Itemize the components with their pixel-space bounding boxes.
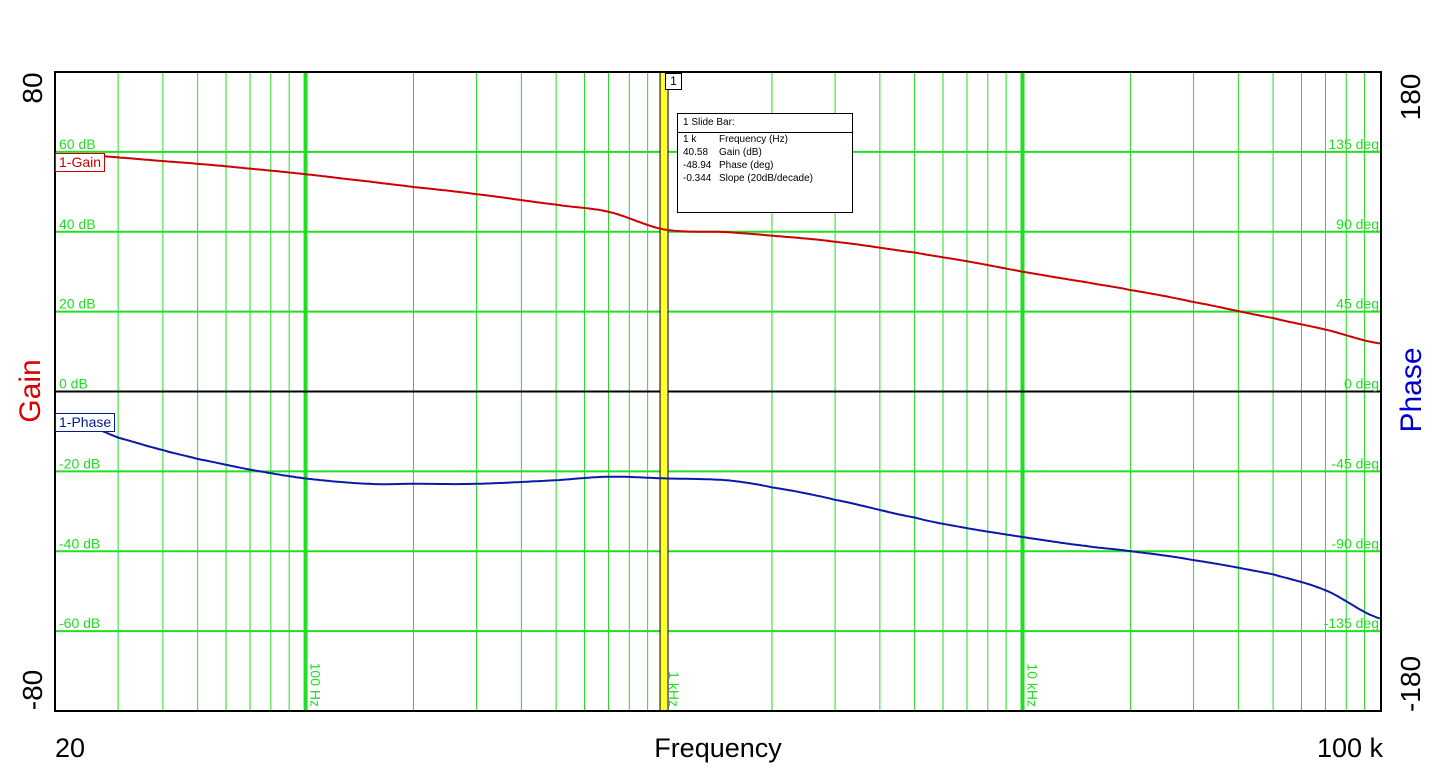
phase-point <box>412 482 415 485</box>
gain-point <box>196 162 199 165</box>
decade-label: 100 Hz <box>308 663 324 707</box>
phase-point <box>304 477 307 480</box>
phase-point <box>249 468 251 471</box>
phase-tick-label: 135 deg <box>1328 136 1379 152</box>
gain-point <box>607 210 610 213</box>
gain-tick-label: -20 dB <box>59 455 100 471</box>
phase-tick-label: 90 deg <box>1336 216 1379 232</box>
slide-bar-tag[interactable]: 1 <box>665 73 682 90</box>
gain-point <box>304 173 307 176</box>
phase-point <box>555 479 558 482</box>
series-layer <box>54 153 1382 620</box>
phase-tick-label: 45 deg <box>1336 296 1379 312</box>
gain-point <box>913 251 916 254</box>
gain-series-legend: 1-Gain <box>55 153 106 172</box>
gain-point <box>412 186 415 188</box>
phase-point <box>663 477 665 480</box>
gain-axis-label: Gain <box>14 359 47 422</box>
phase-point <box>913 516 916 519</box>
phase-point <box>161 449 164 452</box>
gain-point <box>771 234 773 237</box>
phase-tick-labels: 135 deg 90 deg 45 deg 0 deg -45 deg -90 deg -1… <box>1324 136 1379 631</box>
gain-point <box>1192 301 1195 303</box>
gain-tick-labels: 60 dB 40 dB 20 dB 0 dB -20 dB -40 dB -60 dB <box>59 136 100 631</box>
gain-point <box>367 180 370 183</box>
phase-point <box>726 479 729 482</box>
gain-axis-min: -80 <box>17 670 48 710</box>
phase-point <box>1272 573 1275 576</box>
readout-label: Slope (20dB/decade) <box>719 173 813 184</box>
phase-trace <box>54 422 1382 620</box>
phase-point <box>834 498 837 501</box>
x-axis-max: 100 k <box>1317 733 1384 763</box>
readout-label: Phase (deg) <box>719 160 774 171</box>
readout-row-gain: 40.58 Gain (dB) <box>678 146 852 159</box>
gain-point <box>1272 317 1275 319</box>
gain-tick-label: 40 dB <box>59 216 96 232</box>
gain-point <box>834 240 837 243</box>
x-axis-min: 20 <box>55 733 85 763</box>
phase-tick-label: 0 deg <box>1344 376 1379 392</box>
gain-point <box>249 167 251 170</box>
x-axis-label: Frequency <box>654 733 782 763</box>
slide-bar-marker[interactable] <box>659 71 669 712</box>
gain-tick-label: -60 dB <box>59 615 100 631</box>
phase-point <box>607 475 610 478</box>
decade-labels: 100 Hz 1 kHz 10 kHz <box>308 663 1041 707</box>
phase-axis-min: -180 <box>1395 656 1426 712</box>
phase-axis-label: Phase <box>1395 347 1428 432</box>
phase-point <box>475 482 478 485</box>
readout-title: 1 Slide Bar: <box>678 114 852 133</box>
phase-point <box>1324 589 1327 592</box>
readout-value: -48.94 <box>683 160 712 171</box>
gain-point <box>1324 328 1327 331</box>
gain-tick-label: 0 dB <box>59 376 88 392</box>
gain-point <box>966 260 968 263</box>
decade-label: 10 kHz <box>1025 663 1041 707</box>
readout-value: -0.344 <box>683 173 712 184</box>
gain-point <box>117 156 120 159</box>
gain-point <box>555 203 558 206</box>
phase-tick-label: -90 deg <box>1332 535 1379 551</box>
phase-point <box>196 457 199 460</box>
gain-axis-max: 80 <box>17 72 48 103</box>
readout-label: Frequency (Hz) <box>719 134 788 145</box>
phase-point <box>1021 536 1024 538</box>
decade-label: 1 kHz <box>666 671 682 707</box>
gain-trace <box>55 153 1382 345</box>
phase-point <box>1192 559 1195 562</box>
readout-row-slope: -0.344 Slope (20dB/decade) <box>678 172 852 185</box>
slide-bar-readout: 1 Slide Bar: 1 k Frequency (Hz) 40.58 Ga… <box>677 113 853 213</box>
gain-point <box>1084 281 1087 284</box>
phase-tick-label: -45 deg <box>1332 455 1379 471</box>
gain-point <box>1021 270 1024 273</box>
plot-frame <box>54 71 1382 712</box>
gain-tick-label: -40 dB <box>59 535 100 551</box>
readout-row-phase: -48.94 Phase (deg) <box>678 159 852 172</box>
gain-point <box>161 160 164 163</box>
phase-axis-max: 180 <box>1395 74 1426 121</box>
gain-point <box>475 193 478 196</box>
gain-point <box>726 231 729 234</box>
gain-point <box>663 228 665 231</box>
readout-value: 40.58 <box>683 147 709 158</box>
phase-point <box>117 436 120 439</box>
readout-label: Gain (dB) <box>719 147 762 158</box>
phase-point <box>966 527 968 530</box>
horizontal-grid <box>55 150 1381 633</box>
phase-point <box>1084 544 1087 547</box>
phase-point <box>367 482 370 485</box>
phase-tick-label: -135 deg <box>1324 615 1379 631</box>
readout-value: 1 k <box>683 134 697 145</box>
gain-tick-label: 60 dB <box>59 136 96 152</box>
readout-row-frequency: 1 k Frequency (Hz) <box>678 133 852 146</box>
phase-series-legend: 1-Phase <box>55 413 116 432</box>
gain-point <box>1129 289 1132 292</box>
gain-tick-label: 20 dB <box>59 296 96 312</box>
phase-point <box>771 486 773 489</box>
phase-point <box>1129 550 1132 553</box>
